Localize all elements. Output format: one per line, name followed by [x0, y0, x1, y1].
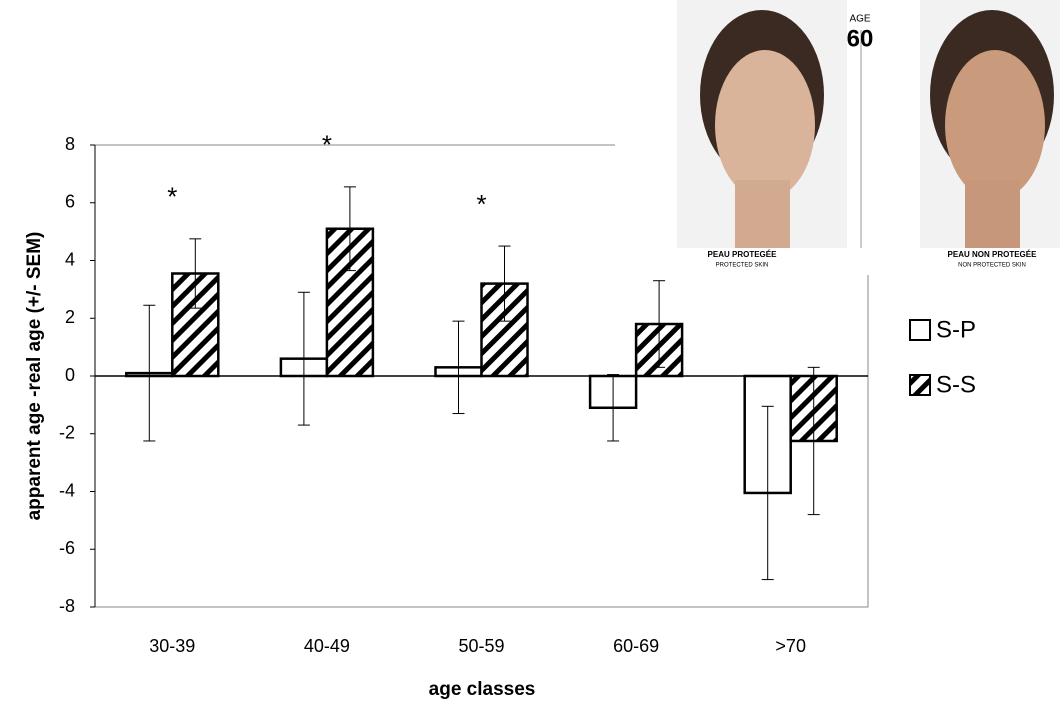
- x-tick-label: 30-39: [149, 636, 195, 656]
- y-tick-label: -2: [59, 423, 75, 443]
- x-axis-label: age classes: [429, 679, 536, 700]
- legend-label: S-P: [936, 316, 976, 343]
- y-tick-label: 2: [65, 307, 75, 327]
- y-tick-label: 4: [65, 249, 75, 269]
- y-tick-label: -6: [59, 538, 75, 558]
- x-tick-label: 50-59: [458, 636, 504, 656]
- x-tick-label: >70: [775, 636, 806, 656]
- significance-marker: *: [476, 189, 486, 219]
- photo-title: PEAU NON PROTEGÉE: [948, 250, 1038, 259]
- y-tick-label: 8: [65, 134, 75, 154]
- legend-swatch: [910, 320, 930, 340]
- face: [945, 50, 1045, 200]
- face: [715, 50, 815, 200]
- legend-swatch: [910, 375, 930, 395]
- neck: [965, 180, 1020, 248]
- photo-subtitle: PROTECTED SKIN: [716, 263, 769, 269]
- x-tick-label: 40-49: [304, 636, 350, 656]
- photo-subtitle: NON PROTECTED SKIN: [958, 263, 1026, 269]
- significance-marker: *: [322, 130, 332, 160]
- y-axis-label: apparent age -real age (+/- SEM): [24, 232, 45, 521]
- x-tick-label: 60-69: [613, 636, 659, 656]
- y-tick-label: -8: [59, 596, 75, 616]
- chart: apparent age -real age (+/- SEM) age cla…: [0, 0, 1064, 707]
- legend-label: S-S: [936, 371, 976, 398]
- age-caption: AGE: [849, 14, 870, 25]
- y-tick-label: 0: [65, 365, 75, 385]
- y-tick-label: 6: [65, 192, 75, 212]
- age-value: 60: [847, 25, 874, 52]
- photo-title: PEAU PROTEGÉE: [708, 250, 778, 259]
- y-tick-label: -4: [59, 480, 75, 500]
- inset-photo: AGE 60 PEAU PROTEGÉE PROTECTED SKIN PEAU…: [615, 0, 1064, 275]
- significance-marker: *: [167, 182, 177, 212]
- neck: [735, 180, 790, 248]
